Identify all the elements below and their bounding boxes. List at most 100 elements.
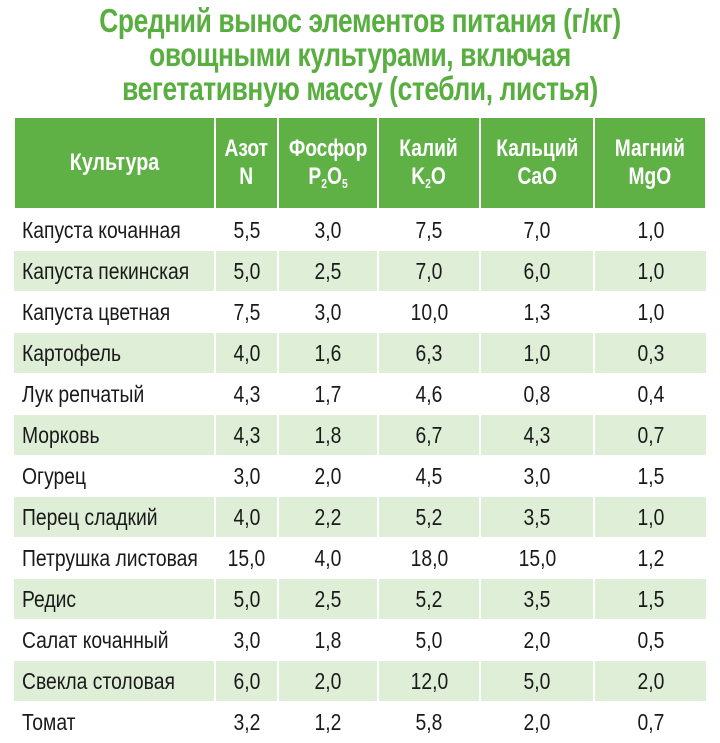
table-row: Огурец 3,0 2,0 4,5 3,0 1,5 <box>14 455 706 497</box>
calcium-cell: 5,0 <box>479 660 594 702</box>
nitrogen-cell: 4,0 <box>214 496 278 538</box>
magnesium-cell: 0,7 <box>593 414 706 456</box>
phosphorus-cell: 2,0 <box>277 660 378 702</box>
magnesium-cell: 0,3 <box>593 332 706 374</box>
potassium-cell: 6,7 <box>377 414 480 456</box>
magnesium-cell: 1,5 <box>593 578 706 620</box>
potassium-cell: 4,5 <box>377 455 480 497</box>
table-row: Свекла столовая 6,0 2,0 12,0 5,0 2,0 <box>14 660 706 702</box>
calcium-cell: 0,8 <box>479 373 594 415</box>
table-row: Морковь 4,3 1,8 6,7 4,3 0,7 <box>14 414 706 456</box>
phosphorus-cell: 3,0 <box>277 209 378 251</box>
nitrogen-cell: 15,0 <box>214 537 278 579</box>
nitrogen-cell: 5,0 <box>214 250 278 292</box>
magnesium-cell: 1,0 <box>593 291 706 333</box>
header-row: Культура Азот N Фосфор P2O5 Калий K2O <box>13 116 707 210</box>
crop-cell: Капуста кочанная <box>14 209 215 251</box>
potassium-cell: 10,0 <box>377 291 480 333</box>
potassium-cell: 7,5 <box>377 209 480 251</box>
potassium-cell: 6,3 <box>377 332 480 374</box>
nitrogen-cell: 3,0 <box>214 455 278 497</box>
crop-cell: Лук репчатый <box>14 373 215 415</box>
table-row: Салат кочанный 3,0 1,8 5,0 2,0 0,5 <box>14 619 706 661</box>
calcium-cell: 15,0 <box>479 537 594 579</box>
table-row: Редис 5,0 2,5 5,2 3,5 1,5 <box>14 578 706 620</box>
calcium-cell: 2,0 <box>479 701 594 743</box>
table-row: Петрушка листовая 15,0 4,0 18,0 15,0 1,2 <box>14 537 706 579</box>
header-phosphorus-name: Фосфор <box>288 135 368 162</box>
calcium-cell: 6,0 <box>479 250 594 292</box>
nitrogen-cell: 6,0 <box>214 660 278 702</box>
potassium-cell: 4,6 <box>377 373 480 415</box>
table-row: Картофель 4,0 1,6 6,3 1,0 0,3 <box>14 332 706 374</box>
header-calcium-name: Кальций <box>495 135 579 162</box>
nitrogen-cell: 4,3 <box>214 414 278 456</box>
title-line-3: вегетативную массу (стебли, листья) <box>122 70 598 107</box>
magnesium-cell: 0,5 <box>593 619 706 661</box>
potassium-cell: 5,0 <box>377 619 480 661</box>
calcium-cell: 3,0 <box>479 455 594 497</box>
calcium-cell: 7,0 <box>479 209 594 251</box>
title-line-2: овощными культурами, включая <box>149 36 571 73</box>
calcium-cell: 1,3 <box>479 291 594 333</box>
magnesium-cell: 1,2 <box>593 537 706 579</box>
header-phosphorus: Фосфор P2O5 <box>277 116 379 210</box>
header-nitrogen: Азот N <box>214 116 279 210</box>
phosphorus-cell: 3,0 <box>277 291 378 333</box>
crop-cell: Картофель <box>14 332 215 374</box>
crop-cell: Огурец <box>14 455 215 497</box>
nitrogen-cell: 5,0 <box>214 578 278 620</box>
table-row: Капуста кочанная 5,5 3,0 7,5 7,0 1,0 <box>14 209 706 251</box>
table-row: Перец сладкий 4,0 2,2 5,2 3,5 1,0 <box>14 496 706 538</box>
potassium-cell: 7,0 <box>377 250 480 292</box>
crop-cell: Петрушка листовая <box>14 537 215 579</box>
magnesium-cell: 0,7 <box>593 701 706 743</box>
table-row: Томат 3,2 1,2 5,8 2,0 0,7 <box>14 701 706 743</box>
nitrogen-cell: 3,2 <box>214 701 278 743</box>
page-title: Средний вынос элементов питания (г/кг) о… <box>0 4 720 106</box>
crop-cell: Томат <box>14 701 215 743</box>
title-line-1: Средний вынос элементов питания (г/кг) <box>99 2 621 39</box>
calcium-cell: 3,5 <box>479 578 594 620</box>
magnesium-cell: 2,0 <box>593 660 706 702</box>
calcium-cell: 1,0 <box>479 332 594 374</box>
phosphorus-cell: 2,5 <box>277 578 378 620</box>
calcium-cell: 3,5 <box>479 496 594 538</box>
crop-cell: Салат кочанный <box>14 619 215 661</box>
table-body: Капуста кочанная 5,5 3,0 7,5 7,0 1,0 Капуста п… <box>14 209 706 743</box>
magnesium-cell: 1,0 <box>593 496 706 538</box>
crop-cell: Капуста пекинская <box>14 250 215 292</box>
phosphorus-cell: 2,0 <box>277 455 378 497</box>
phosphorus-cell: 1,6 <box>277 332 378 374</box>
table-row: Капуста пекинская 5,0 2,5 7,0 6,0 1,0 <box>14 250 706 292</box>
calcium-cell: 2,0 <box>479 619 594 661</box>
header-nitrogen-symbol: N <box>239 163 254 190</box>
header-calcium: Кальций CaO <box>479 116 595 210</box>
nitrogen-cell: 3,0 <box>214 619 278 661</box>
header-magnesium: Магний MgO <box>593 116 707 210</box>
header-nitrogen-name: Азот <box>224 135 269 162</box>
phosphorus-cell: 2,5 <box>277 250 378 292</box>
phosphorus-cell: 2,2 <box>277 496 378 538</box>
magnesium-cell: 1,5 <box>593 455 706 497</box>
potassium-cell: 5,8 <box>377 701 480 743</box>
header-phosphorus-symbol: P2O5 <box>308 163 348 191</box>
header-magnesium-name: Магний <box>614 135 686 162</box>
phosphorus-cell: 1,8 <box>277 619 378 661</box>
nitrogen-cell: 5,5 <box>214 209 278 251</box>
table-row: Капуста цветная 7,5 3,0 10,0 1,3 1,0 <box>14 291 706 333</box>
nutrient-table: Культура Азот N Фосфор P2O5 Калий K2O <box>13 116 707 743</box>
nitrogen-cell: 7,5 <box>214 291 278 333</box>
crop-cell: Морковь <box>14 414 215 456</box>
phosphorus-cell: 1,2 <box>277 701 378 743</box>
phosphorus-cell: 1,7 <box>277 373 378 415</box>
crop-cell: Перец сладкий <box>14 496 215 538</box>
header-potassium-name: Калий <box>399 135 459 162</box>
potassium-cell: 5,2 <box>377 578 480 620</box>
nitrogen-cell: 4,3 <box>214 373 278 415</box>
magnesium-cell: 1,0 <box>593 250 706 292</box>
calcium-cell: 4,3 <box>479 414 594 456</box>
magnesium-cell: 0,4 <box>593 373 706 415</box>
magnesium-cell: 1,0 <box>593 209 706 251</box>
header-potassium: Калий K2O <box>377 116 481 210</box>
